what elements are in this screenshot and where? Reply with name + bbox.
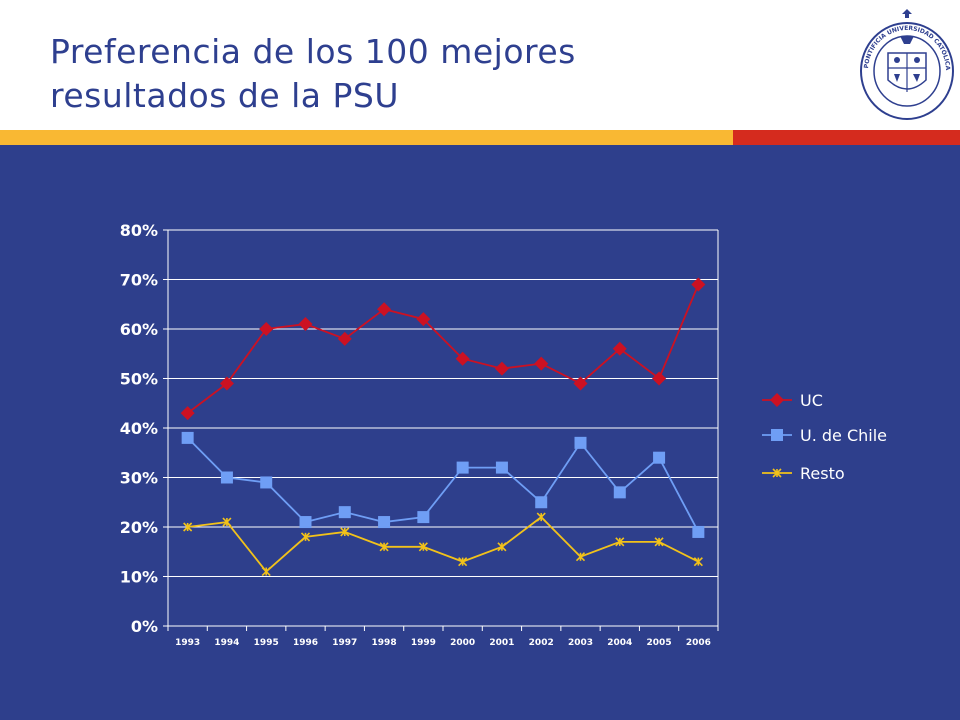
series-line xyxy=(187,515,699,573)
data-point xyxy=(180,406,195,421)
y-tick-label: 20% xyxy=(120,518,158,537)
legend-marker xyxy=(770,393,784,407)
data-point xyxy=(497,542,507,552)
page-title: Preferencia de los 100 mejores resultado… xyxy=(50,30,830,118)
data-point xyxy=(495,461,508,474)
y-tick-label: 30% xyxy=(120,469,158,488)
legend: UC U. de Chile Resto xyxy=(762,391,887,483)
y-tick-label: 40% xyxy=(120,419,158,438)
data-point xyxy=(535,496,548,509)
title-line-1: Preferencia de los 100 mejores xyxy=(50,32,576,71)
y-tick-label: 60% xyxy=(120,320,158,339)
data-point xyxy=(458,557,468,567)
x-tick-label: 1994 xyxy=(214,638,239,648)
data-point xyxy=(418,542,428,552)
data-point xyxy=(300,532,311,542)
x-tick-label: 1993 xyxy=(175,638,200,648)
x-tick-label: 1997 xyxy=(332,638,357,648)
data-point xyxy=(455,351,470,366)
data-point xyxy=(613,486,626,499)
data-point xyxy=(653,451,666,464)
pontifical-university-seal-icon: PONTIFICIA UNIVERSIDAD CATÓLICA DE CHILE xyxy=(858,8,954,120)
x-tick-label: 1998 xyxy=(372,638,397,648)
data-point xyxy=(575,552,586,562)
data-point xyxy=(691,277,706,292)
data-point xyxy=(338,506,351,519)
data-point xyxy=(652,371,667,386)
data-point xyxy=(534,356,549,371)
data-point xyxy=(573,376,588,391)
data-point xyxy=(337,331,352,346)
legend-marker xyxy=(771,429,783,441)
x-tick-label: 2004 xyxy=(607,638,632,648)
legend-label: U. de Chile xyxy=(800,426,887,445)
data-point xyxy=(261,566,271,577)
header-stripe-red xyxy=(733,130,960,145)
data-point xyxy=(298,317,313,332)
legend-marker xyxy=(772,468,782,478)
legend-label: UC xyxy=(800,391,823,410)
chart-panel: 0% 10% 20% 30% 40% 50% 60% 70% 80% 1993 1994 1995 1… xyxy=(0,145,960,720)
data-point xyxy=(219,376,234,391)
data-point xyxy=(181,431,194,444)
legend-label: Resto xyxy=(800,464,845,483)
data-point xyxy=(692,525,705,538)
legend-item: Resto xyxy=(762,464,845,483)
series-resto xyxy=(183,512,703,577)
series-uc xyxy=(180,277,706,421)
data-point xyxy=(299,516,312,529)
legend-item: U. de Chile xyxy=(762,426,887,445)
data-point xyxy=(378,516,391,529)
data-point xyxy=(574,436,587,449)
y-tick-label: 50% xyxy=(120,370,158,389)
x-tick-label: 2006 xyxy=(686,638,711,648)
data-point xyxy=(260,476,273,489)
line-chart: 0%10%20%30%40%50%60%70%80% 1993 1994 1995 1… xyxy=(120,221,887,648)
data-point xyxy=(494,361,509,376)
legend-item: UC xyxy=(762,391,823,410)
data-point xyxy=(377,302,392,317)
data-point xyxy=(259,322,274,336)
y-tick-label: 80% xyxy=(120,221,158,240)
y-tick-label: 0% xyxy=(131,617,158,636)
data-point xyxy=(220,471,233,484)
x-tick-label: 2002 xyxy=(529,638,554,648)
x-tick-label: 2001 xyxy=(489,638,514,648)
data-point xyxy=(615,537,625,547)
y-tick-label: 10% xyxy=(120,568,158,587)
x-tick-label: 2003 xyxy=(568,638,593,648)
y-axis-ticks: 0% 10% 20% 30% 40% 50% 60% 70% 80% xyxy=(120,221,168,636)
data-point xyxy=(612,341,627,356)
title-line-2: resultados de la PSU xyxy=(50,76,400,115)
series-line xyxy=(187,437,700,533)
x-tick-label: 1996 xyxy=(293,638,318,648)
data-point xyxy=(379,542,389,552)
x-tick-label: 1995 xyxy=(254,638,279,648)
x-axis-ticks: 1993 1994 1995 1996 1997 1998 1999 2000 2001 2002… xyxy=(167,626,719,648)
data-point xyxy=(456,461,469,474)
header-stripe-gold xyxy=(0,130,733,145)
x-tick-label: 2005 xyxy=(647,638,672,648)
series-group xyxy=(180,277,706,577)
data-point xyxy=(416,312,431,327)
x-tick-label: 2000 xyxy=(450,638,475,648)
y-tick-label: 70% xyxy=(120,271,158,290)
series-line xyxy=(187,284,700,414)
data-point xyxy=(340,527,350,537)
series-u-de-chile xyxy=(181,431,705,538)
data-point xyxy=(536,512,546,522)
data-point xyxy=(654,537,664,547)
data-point xyxy=(417,511,430,524)
data-point xyxy=(183,522,193,532)
data-point xyxy=(222,517,232,527)
x-tick-label: 1999 xyxy=(411,638,436,648)
data-point xyxy=(693,557,703,567)
